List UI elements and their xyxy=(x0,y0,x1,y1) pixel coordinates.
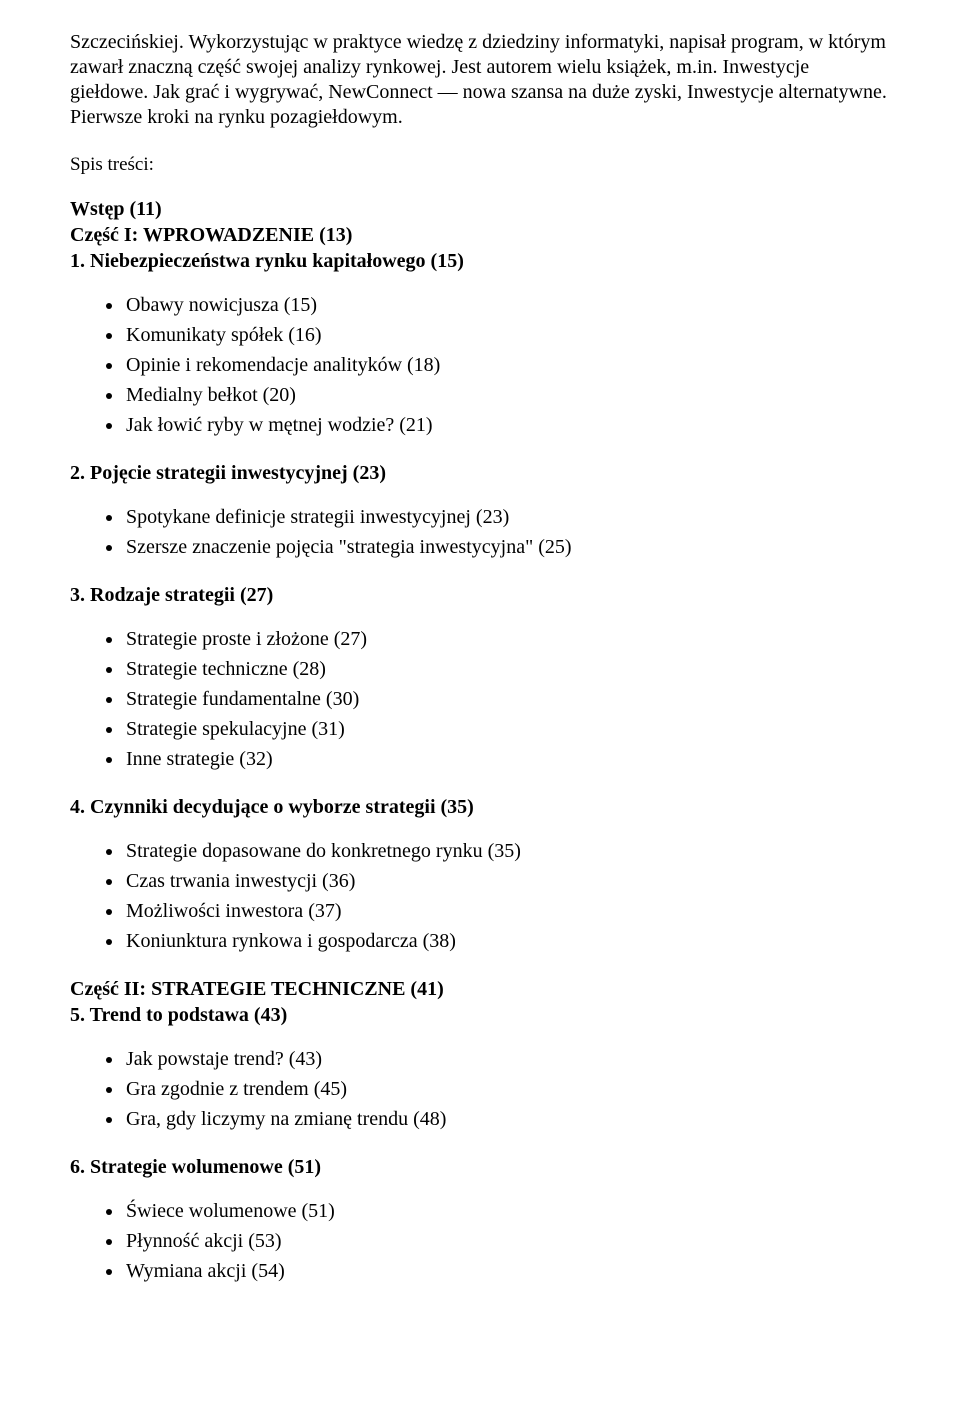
toc-item: Inne strategie (32) xyxy=(124,744,890,774)
toc-item: Strategie fundamentalne (30) xyxy=(124,684,890,714)
toc-item: Szersze znaczenie pojęcia "strategia inw… xyxy=(124,532,890,562)
toc-item: Wymiana akcji (54) xyxy=(124,1256,890,1286)
intro-paragraph: Szczecińskiej. Wykorzystując w praktyce … xyxy=(70,30,890,130)
toc-item: Strategie dopasowane do konkretnego rynk… xyxy=(124,836,890,866)
toc-heading: 3. Rodzaje strategii (27) xyxy=(70,582,890,608)
toc-item: Komunikaty spółek (16) xyxy=(124,320,890,350)
toc-list: Strategie proste i złożone (27) Strategi… xyxy=(70,624,890,774)
toc-heading: 4. Czynniki decydujące o wyborze strateg… xyxy=(70,794,890,820)
toc-item: Gra zgodnie z trendem (45) xyxy=(124,1074,890,1104)
toc-list: Obawy nowicjusza (15) Komunikaty spółek … xyxy=(70,290,890,440)
toc-section: 3. Rodzaje strategii (27) Strategie pros… xyxy=(70,582,890,774)
toc-heading: 6. Strategie wolumenowe (51) xyxy=(70,1154,890,1180)
toc-section: 6. Strategie wolumenowe (51) Świece wolu… xyxy=(70,1154,890,1286)
toc-item: Spotykane definicje strategii inwestycyj… xyxy=(124,502,890,532)
toc-item: Świece wolumenowe (51) xyxy=(124,1196,890,1226)
toc-section: Część II: STRATEGIE TECHNICZNE (41) 5. T… xyxy=(70,976,890,1134)
toc-heading: 2. Pojęcie strategii inwestycyjnej (23) xyxy=(70,460,890,486)
toc-list: Świece wolumenowe (51) Płynność akcji (5… xyxy=(70,1196,890,1286)
toc-heading: Wstęp (11) xyxy=(70,196,890,222)
toc-item: Medialny bełkot (20) xyxy=(124,380,890,410)
toc-item: Gra, gdy liczymy na zmianę trendu (48) xyxy=(124,1104,890,1134)
toc-item: Opinie i rekomendacje analityków (18) xyxy=(124,350,890,380)
toc-item: Możliwości inwestora (37) xyxy=(124,896,890,926)
toc-item: Jak łowić ryby w mętnej wodzie? (21) xyxy=(124,410,890,440)
toc-heading: Część II: STRATEGIE TECHNICZNE (41) xyxy=(70,976,890,1002)
toc-section: Wstęp (11) Część I: WPROWADZENIE (13) 1.… xyxy=(70,196,890,440)
toc-item: Strategie spekulacyjne (31) xyxy=(124,714,890,744)
toc-section: 4. Czynniki decydujące o wyborze strateg… xyxy=(70,794,890,956)
toc-item: Jak powstaje trend? (43) xyxy=(124,1044,890,1074)
toc-heading: Część I: WPROWADZENIE (13) xyxy=(70,222,890,248)
toc-item: Koniunktura rynkowa i gospodarcza (38) xyxy=(124,926,890,956)
toc-item: Obawy nowicjusza (15) xyxy=(124,290,890,320)
toc-list: Spotykane definicje strategii inwestycyj… xyxy=(70,502,890,562)
toc-heading: 1. Niebezpieczeństwa rynku kapitałowego … xyxy=(70,248,890,274)
toc-label: Spis treści: xyxy=(70,154,890,176)
toc-list: Jak powstaje trend? (43) Gra zgodnie z t… xyxy=(70,1044,890,1134)
toc-heading: 5. Trend to podstawa (43) xyxy=(70,1002,890,1028)
toc-list: Strategie dopasowane do konkretnego rynk… xyxy=(70,836,890,956)
toc-section: 2. Pojęcie strategii inwestycyjnej (23) … xyxy=(70,460,890,562)
toc-item: Płynność akcji (53) xyxy=(124,1226,890,1256)
toc-item: Strategie techniczne (28) xyxy=(124,654,890,684)
document-page: Szczecińskiej. Wykorzystując w praktyce … xyxy=(0,0,960,1422)
toc-item: Czas trwania inwestycji (36) xyxy=(124,866,890,896)
toc-item: Strategie proste i złożone (27) xyxy=(124,624,890,654)
